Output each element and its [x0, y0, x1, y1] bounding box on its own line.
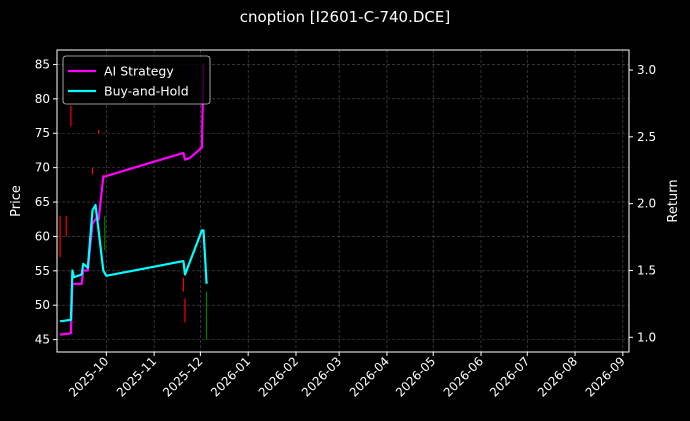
price-candles	[59, 105, 208, 340]
return-axis: 1.0 1.5 2.0 2.5 3.0	[629, 63, 656, 344]
y-axis-label: Price	[9, 185, 24, 217]
x-tick-label: 2026-04	[347, 354, 392, 399]
y-tick-label: 80	[35, 92, 50, 106]
return-lines	[59, 63, 208, 336]
series-line-buy-and-hold	[59, 203, 208, 323]
y2-tick-label: 1.5	[637, 263, 656, 277]
x-tick-label: 2026-08	[535, 354, 580, 399]
y2-tick-label: 3.0	[637, 63, 656, 77]
price-axis: 45 50 55 60 65 70 75 80 85	[35, 57, 57, 347]
y-tick-label: 70	[35, 161, 50, 175]
y-tick-label: 55	[35, 264, 50, 278]
x-tick-label: 2025-11	[114, 354, 159, 399]
chart-title: cnoption [I2601-C-740.DCE]	[239, 8, 451, 26]
date-axis: 2025-10 2025-11 2025-12 2026-01 2026-022026-…	[66, 352, 628, 400]
y2-axis-label: Return	[666, 179, 681, 222]
plot-frame	[56, 49, 630, 353]
x-tick-label: 2025-12	[160, 354, 205, 399]
x-tick-label: 2026-06	[441, 354, 486, 399]
x-tick-label: 2026-02	[256, 354, 301, 399]
legend-box	[62, 55, 211, 105]
y-tick-label: 50	[35, 298, 50, 312]
grid	[57, 50, 629, 352]
legend-label: Buy-and-Hold	[104, 84, 189, 99]
y-tick-label: 75	[35, 126, 50, 140]
x-tick-label: 2026-07	[487, 354, 532, 399]
y-tick-label: 85	[35, 57, 50, 71]
y-tick-label: 65	[35, 195, 50, 209]
y-tick-label: 60	[35, 229, 50, 243]
x-tick-label: 2025-10	[66, 354, 111, 399]
legend-label: AI Strategy	[104, 64, 174, 79]
y2-tick-label: 2.0	[637, 197, 656, 211]
x-tick-label: 2026-03	[299, 354, 344, 399]
y-tick-label: 45	[35, 333, 50, 347]
legend: AI Strategy Buy-and-Hold	[62, 55, 211, 105]
x-tick-label: 2026-05	[393, 354, 438, 399]
y2-tick-label: 1.0	[637, 330, 656, 344]
y2-tick-label: 2.5	[637, 130, 656, 144]
x-tick-label: 2026-01	[208, 354, 253, 399]
x-tick-label: 2026-09	[583, 354, 628, 399]
